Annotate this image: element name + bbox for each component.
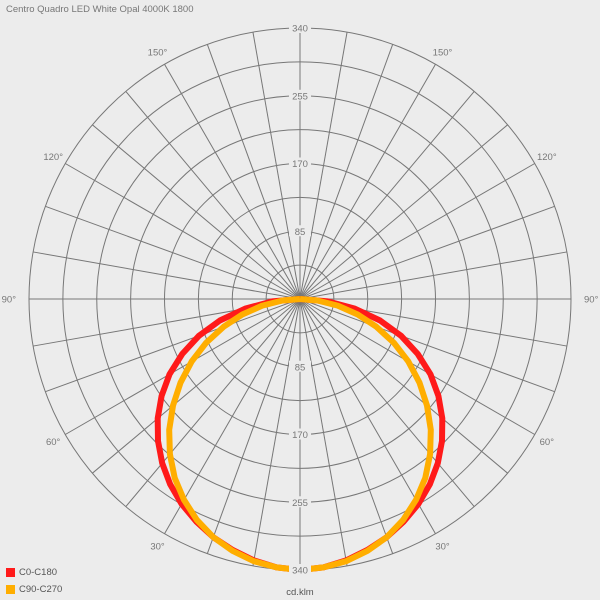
grid-spoke <box>299 163 535 300</box>
grid-spoke <box>45 205 301 300</box>
grid-spoke <box>252 298 301 566</box>
grid-spoke <box>299 298 535 435</box>
legend-item-c0-c180: C0-C180 <box>6 567 57 578</box>
grid-spoke <box>65 163 301 300</box>
grid-spoke <box>299 298 348 566</box>
grid-spoke <box>299 124 508 300</box>
grid-spoke <box>252 32 301 300</box>
angle-label: 150° <box>148 48 168 59</box>
legend-swatch <box>6 585 15 594</box>
legend-label: C90-C270 <box>19 584 63 595</box>
angle-label: 30° <box>435 541 450 552</box>
grid-spoke <box>45 298 301 393</box>
angle-label: 90° <box>2 295 17 306</box>
tick-label-bg <box>289 157 311 169</box>
axis-labels: 85 85 170 170 255 255 340 340 30° 30° 60° 60° 90° 90°… <box>2 22 599 577</box>
tick-label-bg <box>289 89 311 101</box>
grid-spoke <box>33 251 301 300</box>
tick-label-bg <box>289 428 311 440</box>
grid-spoke <box>92 124 301 300</box>
radial-tick-label: 255 <box>292 498 308 509</box>
legend-swatch <box>6 568 15 577</box>
grid-spoke <box>299 251 567 300</box>
grid-spoke <box>299 298 555 393</box>
grid-spoke <box>299 32 348 300</box>
tick-label-bg <box>289 225 311 237</box>
radial-tick-label: 340 <box>292 24 308 35</box>
legend-item-c90-c270: C90-C270 <box>6 584 62 595</box>
radial-tick-label: 85 <box>295 362 306 373</box>
grid-spoke <box>299 91 475 300</box>
grid-spoke <box>125 298 301 507</box>
angle-label: 120° <box>537 152 557 163</box>
tick-label-bg <box>289 22 311 33</box>
grid-spoke <box>299 44 394 300</box>
radial-tick-label: 170 <box>292 430 308 441</box>
grid-spoke <box>206 44 301 300</box>
grid-spoke <box>299 298 436 534</box>
tick-label-bg <box>289 564 311 575</box>
legend-label: C0-C180 <box>19 567 58 578</box>
tick-label-bg <box>289 496 311 508</box>
grid-spoke <box>299 298 394 554</box>
radial-tick-label: 85 <box>295 227 306 238</box>
radial-tick-label: 255 <box>292 91 308 102</box>
grid-spoke <box>299 205 555 300</box>
grid-spoke <box>65 298 301 435</box>
grid-spoke <box>164 298 301 534</box>
angle-label: 60° <box>46 437 61 448</box>
chart-title: Centro Quadro LED White Opal 4000K 1800 <box>6 4 194 15</box>
angle-label: 90° <box>584 295 599 306</box>
grid-spoke <box>299 298 508 474</box>
angle-label: 30° <box>150 541 165 552</box>
grid-spoke <box>206 298 301 554</box>
grid-spoke <box>92 298 301 474</box>
tick-label-bg <box>289 360 311 372</box>
grid-spoke <box>125 91 301 300</box>
radial-tick-label: 340 <box>292 566 308 577</box>
angle-label: 120° <box>43 152 63 163</box>
angle-label: 150° <box>433 48 453 59</box>
unit-label: cd.klm <box>286 587 314 598</box>
grid-spoke <box>164 64 301 300</box>
grid-spoke <box>299 64 436 300</box>
radial-tick-label: 170 <box>292 159 308 170</box>
grid-spoke <box>299 298 475 507</box>
angle-label: 60° <box>540 437 555 448</box>
